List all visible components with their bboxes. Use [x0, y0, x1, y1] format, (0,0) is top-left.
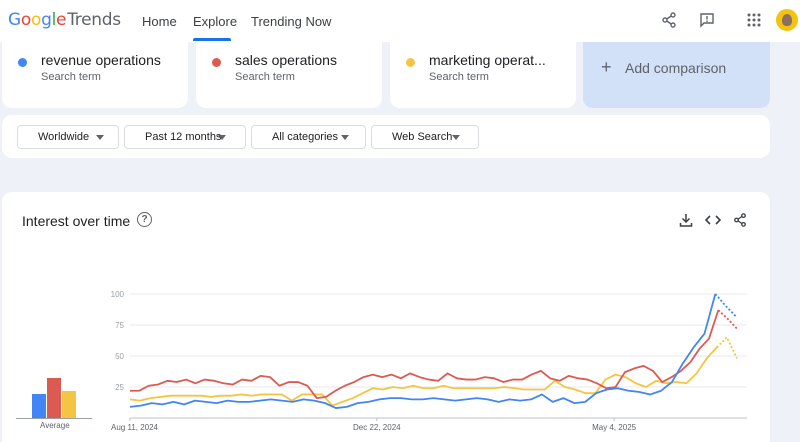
x-tick-label: May 4, 2025: [592, 423, 637, 432]
average-axis: [16, 418, 92, 419]
chevron-down-icon: [96, 135, 104, 140]
search-term-type: Search term: [429, 71, 489, 83]
filter-label: Past 12 months: [145, 131, 222, 143]
logo-letter: l: [51, 10, 57, 30]
logo-letter: o: [30, 10, 42, 30]
y-tick-label: 75: [115, 321, 124, 330]
average-bar: [47, 378, 61, 418]
series-partial-revenue-operations: [714, 293, 738, 319]
panel-title: Interest over time: [22, 213, 131, 229]
help-icon[interactable]: ?: [137, 212, 152, 227]
search-type-filter[interactable]: Web Search: [371, 125, 479, 149]
y-tick-label: 25: [115, 383, 124, 392]
logo-letter: o: [20, 10, 31, 30]
share-icon[interactable]: [659, 10, 679, 30]
average-label: Average: [40, 421, 70, 430]
average-bar: [62, 390, 76, 418]
add-comparison-label: Add comparison: [625, 60, 727, 76]
filters-bar: Worldwide Past 12 months All categories …: [2, 115, 770, 158]
x-tick-label: Dec 22, 2024: [353, 423, 401, 432]
series-line-marketing-operations: [129, 346, 718, 407]
google-trends-logo[interactable]: GoogleTrends: [8, 10, 121, 30]
filter-label: Worldwide: [38, 131, 90, 143]
search-term-card-3[interactable]: marketing operat... Search term: [390, 42, 576, 108]
logo-letter: g: [41, 10, 52, 30]
x-tick-label: Aug 11, 2024: [111, 423, 159, 432]
share-icon[interactable]: [732, 212, 748, 228]
logo-product-name: Trends: [67, 10, 121, 30]
apps-grid-icon[interactable]: [744, 10, 764, 30]
chevron-down-icon: [452, 135, 460, 140]
feedback-icon[interactable]: [697, 10, 717, 30]
series-partial-marketing-operations: [716, 335, 738, 359]
search-term-type: Search term: [41, 71, 101, 83]
search-term-label: revenue operations: [41, 52, 161, 68]
average-bar: [32, 394, 46, 418]
filter-label: Web Search: [392, 131, 453, 143]
nav-explore[interactable]: Explore: [193, 13, 238, 29]
series-partial-sales-operations: [717, 309, 738, 330]
series-color-dot: [18, 58, 27, 67]
chevron-down-icon: [218, 135, 226, 140]
series-line-sales-operations: [130, 309, 720, 400]
y-tick-label: 100: [111, 290, 125, 299]
y-tick-label: 50: [115, 352, 124, 361]
search-term-type: Search term: [235, 71, 295, 83]
filter-label: All categories: [272, 131, 339, 143]
interest-line-chart[interactable]: 25 50 75 100 Aug 11, 2024 Dec 22, 2024 May 4, …: [100, 280, 760, 432]
location-filter[interactable]: Worldwide: [17, 125, 119, 149]
nav-home[interactable]: Home: [142, 13, 177, 29]
series-color-dot: [212, 58, 221, 67]
search-term-label: sales operations: [235, 52, 337, 68]
download-icon[interactable]: [678, 212, 694, 228]
category-filter[interactable]: All categories: [251, 125, 366, 149]
nav-trending-now[interactable]: Trending Now: [251, 13, 332, 29]
chevron-down-icon: [341, 135, 349, 140]
search-term-card-1[interactable]: revenue operations Search term: [2, 42, 188, 108]
search-term-card-2[interactable]: sales operations Search term: [196, 42, 382, 108]
avatar-face: [782, 14, 792, 26]
series-color-dot: [406, 58, 415, 67]
top-bar: GoogleTrends Home Explore Trending Now: [0, 0, 800, 42]
series-line-revenue-operations: [129, 293, 717, 409]
avatar[interactable]: [776, 9, 798, 31]
active-tab-indicator: [193, 38, 231, 41]
logo-letter: G: [8, 10, 21, 30]
logo-letter: e: [56, 10, 67, 30]
interest-over-time-panel: Interest over time ?: [2, 192, 770, 442]
plus-icon: +: [601, 57, 612, 77]
embed-icon[interactable]: [705, 212, 721, 228]
search-term-label: marketing operat...: [429, 52, 546, 68]
add-comparison-button[interactable]: + Add comparison: [583, 42, 770, 108]
time-range-filter[interactable]: Past 12 months: [124, 125, 246, 149]
